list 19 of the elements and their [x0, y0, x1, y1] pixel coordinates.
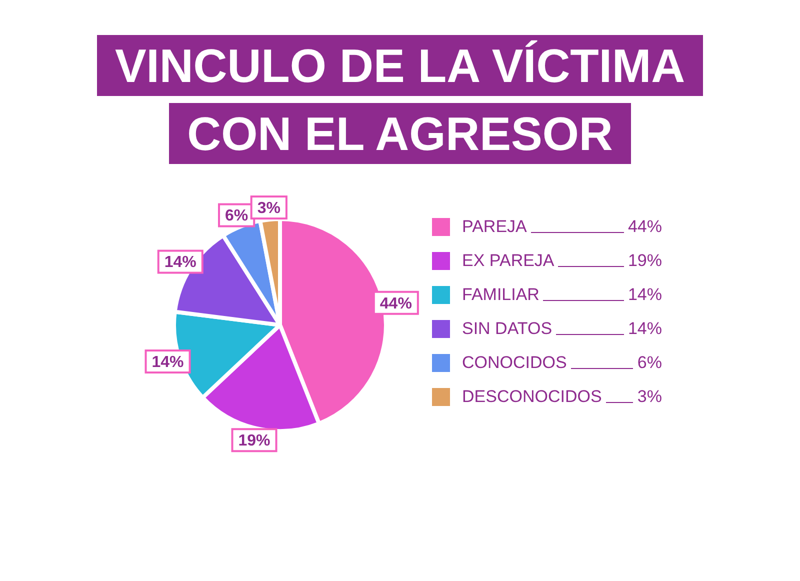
legend-label: CONOCIDOS	[462, 353, 567, 373]
data-label: 44%	[380, 295, 412, 312]
legend-label: SIN DATOS	[462, 319, 552, 339]
legend-label: FAMILIAR	[462, 285, 540, 305]
legend-label: PAREJA	[462, 217, 527, 237]
data-label: 6%	[225, 208, 248, 225]
text: 6%	[637, 353, 662, 372]
text: 19%	[628, 251, 662, 270]
chart-title: VINCULO DE LA VÍCTIMA CON EL AGRESOR	[96, 35, 704, 164]
text: 44%	[628, 217, 662, 236]
data-label: 14%	[152, 354, 184, 371]
text: 3%	[637, 387, 662, 406]
data-label: 14%	[164, 254, 196, 272]
legend-label: EX PAREJA	[462, 251, 554, 271]
data-label: 19%	[238, 432, 270, 450]
text: 14%	[628, 319, 662, 338]
text: 14%	[628, 285, 662, 304]
data-label: 3%	[257, 200, 280, 217]
legend-label: DESCONOCIDOS	[462, 387, 602, 407]
